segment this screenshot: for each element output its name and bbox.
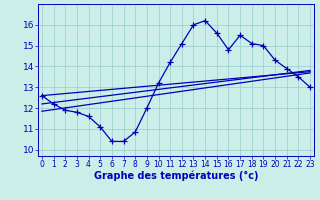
X-axis label: Graphe des températures (°c): Graphe des températures (°c) xyxy=(94,171,258,181)
